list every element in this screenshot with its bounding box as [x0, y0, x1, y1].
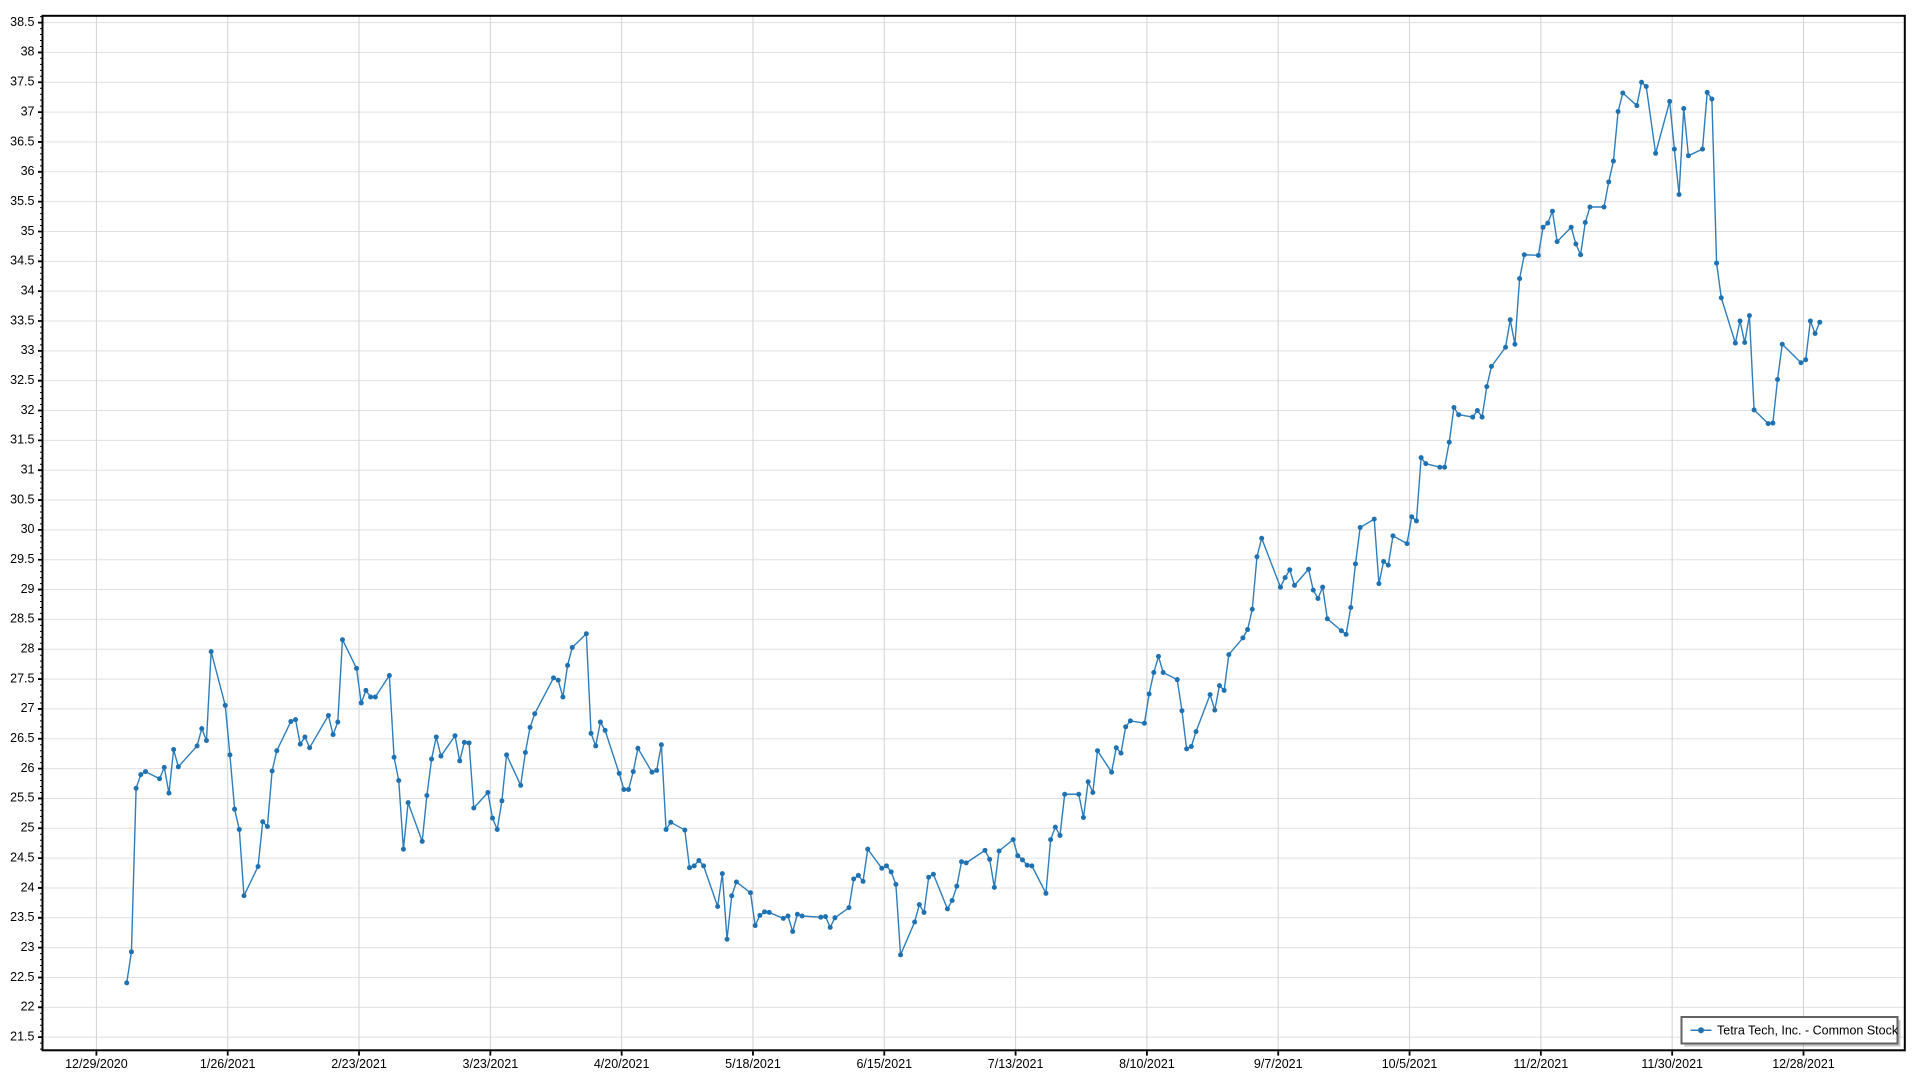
svg-text:21.5: 21.5	[10, 1029, 34, 1043]
svg-text:23.5: 23.5	[10, 910, 34, 924]
svg-text:11/2/2021: 11/2/2021	[1514, 1057, 1569, 1071]
svg-text:9/7/2021: 9/7/2021	[1254, 1057, 1303, 1071]
svg-text:22.5: 22.5	[10, 970, 34, 984]
svg-text:32: 32	[21, 403, 35, 417]
svg-text:30: 30	[21, 522, 35, 536]
svg-text:34.5: 34.5	[10, 254, 34, 268]
svg-text:24: 24	[21, 880, 35, 894]
svg-text:2/23/2021: 2/23/2021	[331, 1057, 387, 1071]
svg-text:3/23/2021: 3/23/2021	[463, 1057, 519, 1071]
svg-text:34: 34	[21, 283, 35, 297]
svg-text:7/13/2021: 7/13/2021	[988, 1057, 1044, 1071]
svg-text:31.5: 31.5	[10, 433, 34, 447]
svg-text:5/18/2021: 5/18/2021	[725, 1057, 781, 1071]
svg-text:1/26/2021: 1/26/2021	[200, 1057, 256, 1071]
svg-text:32.5: 32.5	[10, 373, 34, 387]
svg-text:26.5: 26.5	[10, 731, 34, 745]
svg-text:12/28/2021: 12/28/2021	[1772, 1057, 1835, 1071]
svg-text:35.5: 35.5	[10, 194, 34, 208]
svg-text:Tetra Tech, Inc. - Common Stoc: Tetra Tech, Inc. - Common Stock	[1717, 1024, 1899, 1038]
svg-text:29.5: 29.5	[10, 552, 34, 566]
svg-text:27.5: 27.5	[10, 671, 34, 685]
svg-text:26: 26	[21, 761, 35, 775]
svg-text:36: 36	[21, 164, 35, 178]
svg-text:33: 33	[21, 343, 35, 357]
svg-text:25: 25	[21, 821, 35, 835]
svg-text:24.5: 24.5	[10, 850, 34, 864]
svg-text:37: 37	[21, 104, 35, 118]
svg-text:37.5: 37.5	[10, 75, 34, 89]
svg-text:35: 35	[21, 224, 35, 238]
svg-text:38.5: 38.5	[10, 15, 34, 29]
svg-text:27: 27	[21, 701, 35, 715]
svg-text:10/5/2021: 10/5/2021	[1382, 1057, 1438, 1071]
svg-text:28: 28	[21, 642, 35, 656]
svg-text:33.5: 33.5	[10, 313, 34, 327]
svg-text:4/20/2021: 4/20/2021	[594, 1057, 650, 1071]
svg-text:22: 22	[21, 1000, 35, 1014]
svg-text:30.5: 30.5	[10, 492, 34, 506]
svg-text:38: 38	[21, 45, 35, 59]
svg-text:8/10/2021: 8/10/2021	[1119, 1057, 1175, 1071]
svg-text:11/30/2021: 11/30/2021	[1641, 1057, 1703, 1071]
svg-text:31: 31	[21, 463, 35, 477]
svg-text:23: 23	[21, 940, 35, 954]
svg-text:6/15/2021: 6/15/2021	[856, 1057, 912, 1071]
svg-text:25.5: 25.5	[10, 791, 34, 805]
svg-text:28.5: 28.5	[10, 612, 34, 626]
svg-text:12/29/2020: 12/29/2020	[65, 1057, 128, 1071]
svg-text:36.5: 36.5	[10, 134, 34, 148]
svg-text:29: 29	[21, 582, 35, 596]
